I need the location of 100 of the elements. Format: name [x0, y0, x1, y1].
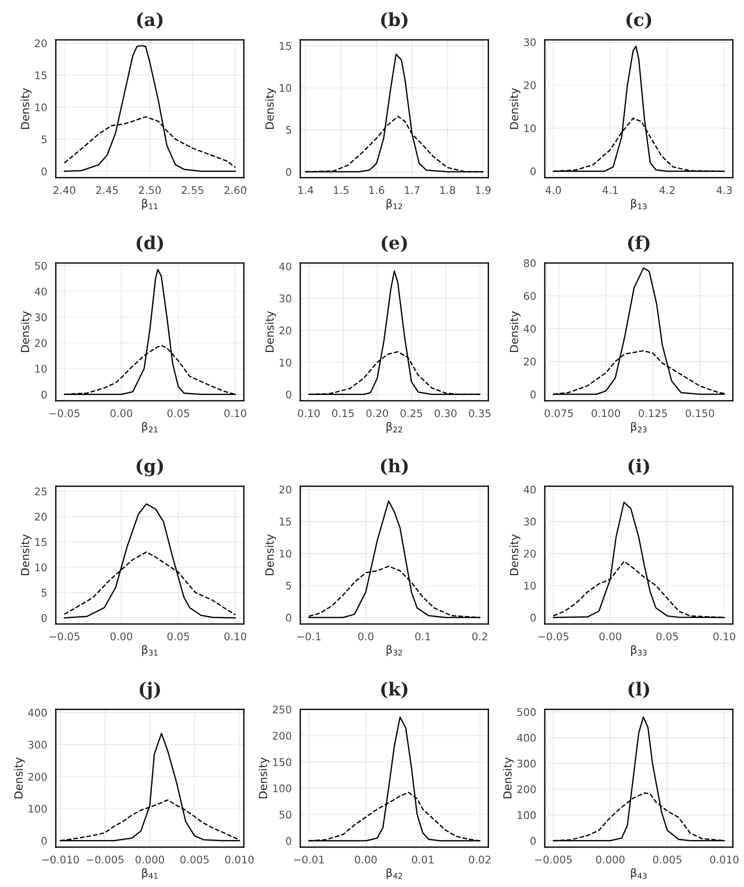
- y-tick-label: 300: [517, 760, 536, 768]
- y-tick-label: 80: [524, 259, 536, 268]
- y-tick-label: 20: [524, 81, 536, 90]
- x-tick-label: −0.005: [535, 856, 572, 864]
- x-axis-title: β$_{13}$: [631, 198, 647, 210]
- x-axis-title: β$_{32}$: [386, 645, 402, 656]
- y-axis-title: Density: [503, 757, 514, 798]
- x-tick-label: −0.1: [297, 632, 321, 640]
- x-tick-label: 0.20: [366, 409, 388, 418]
- y-tick-label: 100: [518, 811, 536, 820]
- x-tick-label: 1.6: [369, 186, 384, 194]
- y-tick-label: 20: [34, 339, 47, 347]
- y-tick-label: 400: [517, 734, 536, 742]
- chart-title: (c): [626, 12, 652, 29]
- x-tick-label: 4.0: [546, 186, 561, 194]
- y-tick-label: 0: [530, 614, 536, 622]
- y-tick-label: 10: [35, 103, 47, 112]
- x-tick-label: 0.02: [468, 856, 490, 864]
- x-tick-label: 4.2: [660, 186, 675, 194]
- line-series: [64, 45, 236, 172]
- x-tick-label: 0.2: [472, 632, 488, 640]
- x-tick-label: 0.10: [713, 632, 736, 640]
- x-tick-label: 0.05: [167, 409, 190, 418]
- y-axis-title: Density: [265, 88, 276, 129]
- chart-title: (j): [140, 682, 160, 700]
- y-tick-label: 15: [35, 538, 47, 546]
- chart-title: (k): [381, 682, 408, 698]
- y-tick-label: 50: [35, 262, 47, 270]
- y-tick-label: 0: [286, 837, 292, 845]
- x-tick-label: 0.150: [686, 409, 714, 418]
- x-tick-label: 2.45: [96, 186, 118, 194]
- x-tick-label: 2.60: [224, 186, 246, 194]
- y-tick-label: 40: [34, 288, 47, 296]
- y-tick-label: 0: [286, 168, 292, 176]
- x-axis-title: β$_{42}$: [386, 868, 402, 880]
- y-tick-label: 15: [35, 72, 47, 80]
- x-tick-label: 2.50: [139, 186, 161, 194]
- x-axis-title: β$_{41}$: [142, 868, 158, 880]
- x-tick-label: −0.005: [86, 856, 124, 864]
- y-tick-label: 20: [524, 358, 536, 366]
- x-tick-label: 0.000: [136, 856, 164, 864]
- x-tick-label: 0.000: [596, 856, 625, 864]
- x-tick-label: 0.00: [110, 632, 132, 640]
- y-tick-label: 20: [34, 512, 47, 521]
- y-tick-label: 30: [279, 294, 292, 302]
- x-tick-label: 0.125: [638, 409, 667, 418]
- y-tick-label: 30: [524, 518, 536, 526]
- x-tick-label: 1.9: [476, 186, 491, 194]
- x-axis-title: β$_{31}$: [142, 645, 158, 656]
- y-tick-label: 20: [279, 486, 292, 494]
- x-tick-label: −0.01: [294, 856, 324, 864]
- y-tick-label: 40: [279, 262, 292, 270]
- y-tick-label: 400: [28, 708, 47, 717]
- x-tick-label: 0.35: [468, 409, 490, 418]
- y-tick-label: 200: [517, 785, 536, 794]
- x-tick-label: 0.010: [225, 856, 254, 864]
- x-tick-label: 0.05: [656, 632, 678, 640]
- y-tick-label: 0: [42, 390, 47, 398]
- y-tick-label: 0: [530, 836, 536, 845]
- x-tick-label: 0.1: [415, 632, 430, 640]
- chart-title: (d): [136, 235, 163, 252]
- x-tick-label: 0.30: [434, 409, 457, 418]
- x-tick-label: −0.010: [42, 856, 79, 864]
- chart-title: (a): [137, 12, 163, 29]
- y-axis-title: Density: [20, 311, 32, 352]
- y-tick-label: 0: [286, 390, 292, 398]
- x-tick-label: 4.3: [716, 186, 732, 194]
- y-axis-title: Density: [510, 311, 520, 352]
- y-tick-label: 5: [42, 136, 47, 144]
- y-axis-title: Density: [14, 757, 25, 798]
- y-tick-label: 50: [280, 810, 292, 819]
- x-tick-label: 0.10: [224, 409, 246, 418]
- y-tick-label: 100: [28, 804, 47, 813]
- y-tick-label: 25: [34, 487, 47, 496]
- y-tick-label: 10: [524, 582, 536, 590]
- y-axis-title: Density: [265, 311, 276, 352]
- y-tick-label: 20: [34, 39, 47, 48]
- y-tick-label: 10: [524, 124, 536, 132]
- y-tick-label: 500: [517, 708, 536, 716]
- x-tick-label: 2.55: [182, 186, 204, 194]
- x-tick-label: 0.00: [110, 409, 132, 418]
- y-tick-label: 200: [272, 732, 292, 740]
- y-tick-label: 10: [280, 550, 292, 558]
- y-tick-label: 15: [280, 42, 292, 50]
- x-axis-title: β$_{21}$: [142, 422, 158, 433]
- x-tick-label: 1.4: [298, 186, 314, 194]
- chart-title: (i): [628, 458, 650, 476]
- y-tick-label: 40: [524, 324, 536, 333]
- x-tick-label: 0.00: [599, 632, 622, 640]
- x-tick-label: 1.8: [440, 186, 456, 194]
- y-tick-label: 250: [272, 706, 292, 714]
- y-tick-label: 10: [35, 563, 47, 572]
- x-axis-title: β$_{43}$: [631, 868, 647, 880]
- y-tick-label: 5: [42, 588, 47, 597]
- x-tick-label: 0.010: [710, 856, 739, 864]
- y-tick-label: 0: [42, 614, 47, 622]
- x-tick-label: 0.00: [354, 856, 377, 864]
- y-tick-label: 0: [286, 614, 292, 622]
- line-series: [64, 503, 236, 618]
- x-tick-label: 1.5: [334, 186, 348, 194]
